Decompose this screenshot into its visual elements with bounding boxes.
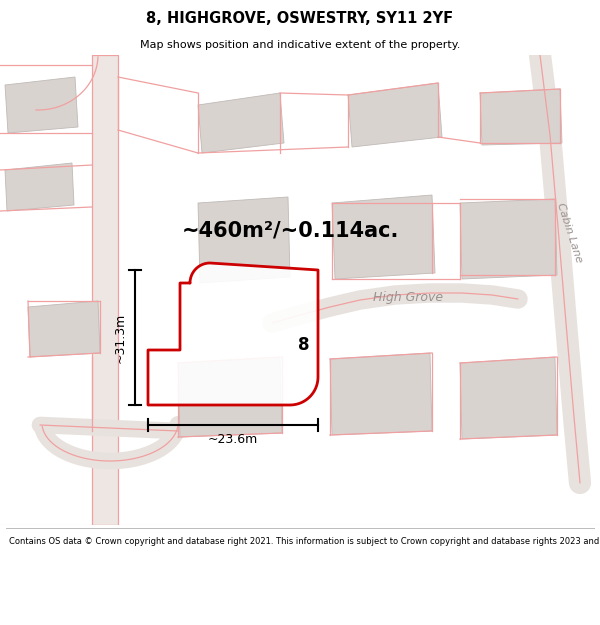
Polygon shape [178, 357, 282, 437]
Text: 8: 8 [298, 336, 310, 354]
Polygon shape [480, 89, 562, 145]
Text: Contains OS data © Crown copyright and database right 2021. This information is : Contains OS data © Crown copyright and d… [9, 537, 600, 546]
Polygon shape [198, 93, 284, 153]
Text: ~460m²/~0.114ac.: ~460m²/~0.114ac. [182, 220, 400, 240]
Polygon shape [348, 83, 442, 147]
Text: High Grove: High Grove [373, 291, 443, 304]
Polygon shape [198, 197, 290, 283]
Polygon shape [330, 353, 432, 435]
Polygon shape [148, 263, 318, 405]
Polygon shape [332, 195, 435, 279]
Text: Map shows position and indicative extent of the property.: Map shows position and indicative extent… [140, 39, 460, 49]
Polygon shape [460, 199, 557, 279]
Text: ~31.3m: ~31.3m [114, 312, 127, 362]
Polygon shape [460, 357, 557, 439]
Polygon shape [92, 55, 118, 525]
Polygon shape [28, 301, 100, 357]
Polygon shape [5, 163, 74, 211]
Text: Cabin Lane: Cabin Lane [554, 202, 583, 264]
Text: ~23.6m: ~23.6m [208, 433, 258, 446]
Polygon shape [5, 77, 78, 133]
Text: 8, HIGHGROVE, OSWESTRY, SY11 2YF: 8, HIGHGROVE, OSWESTRY, SY11 2YF [146, 11, 454, 26]
